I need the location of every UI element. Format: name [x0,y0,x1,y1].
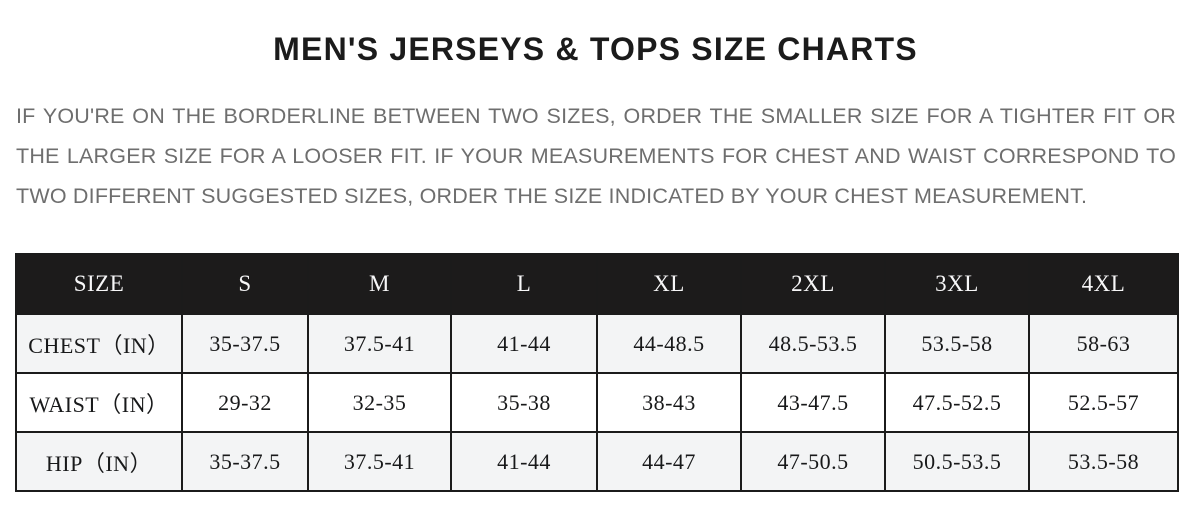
size-chart-table: SIZE S M L XL 2XL 3XL 4XL CHEST（IN） 35-3… [15,253,1179,492]
cell-hip-2xl: 47-50.5 [740,431,886,492]
table-header: SIZE S M L XL 2XL 3XL 4XL [15,253,1179,315]
cell-chest-2xl: 48.5-53.5 [740,313,886,374]
table-body: CHEST（IN） 35-37.5 37.5-41 41-44 44-48.5 … [15,313,1179,492]
row-label-hip: HIP（IN） [15,431,183,492]
cell-waist-xl: 38-43 [596,372,742,433]
cell-waist-4xl: 52.5-57 [1028,372,1179,433]
cell-waist-2xl: 43-47.5 [740,372,886,433]
table-row: HIP（IN） 35-37.5 37.5-41 41-44 44-47 47-5… [15,431,1179,492]
cell-waist-s: 29-32 [181,372,309,433]
table-header-row: SIZE S M L XL 2XL 3XL 4XL [15,253,1179,315]
column-header-2xl: 2XL [740,253,886,315]
cell-waist-3xl: 47.5-52.5 [884,372,1030,433]
cell-hip-l: 41-44 [450,431,598,492]
cell-chest-3xl: 53.5-58 [884,313,1030,374]
cell-chest-4xl: 58-63 [1028,313,1179,374]
cell-chest-s: 35-37.5 [181,313,309,374]
table-row: WAIST（IN） 29-32 32-35 35-38 38-43 43-47.… [15,372,1179,433]
column-header-xl: XL [596,253,742,315]
column-header-l: L [450,253,598,315]
size-table-container: SIZE S M L XL 2XL 3XL 4XL CHEST（IN） 35-3… [15,253,1179,492]
column-header-4xl: 4XL [1028,253,1179,315]
cell-waist-m: 32-35 [307,372,452,433]
column-header-3xl: 3XL [884,253,1030,315]
column-header-m: M [307,253,452,315]
row-label-chest: CHEST（IN） [15,313,183,374]
cell-chest-m: 37.5-41 [307,313,452,374]
cell-hip-xl: 44-47 [596,431,742,492]
cell-hip-4xl: 53.5-58 [1028,431,1179,492]
page-title: MEN'S JERSEYS & TOPS SIZE CHARTS [273,31,918,67]
cell-hip-m: 37.5-41 [307,431,452,492]
cell-chest-xl: 44-48.5 [596,313,742,374]
sizing-instructions: IF YOU'RE ON THE BORDERLINE BETWEEN TWO … [16,104,1176,208]
cell-chest-l: 41-44 [450,313,598,374]
row-label-waist: WAIST（IN） [15,372,183,433]
cell-hip-s: 35-37.5 [181,431,309,492]
table-row: CHEST（IN） 35-37.5 37.5-41 41-44 44-48.5 … [15,313,1179,374]
cell-waist-l: 35-38 [450,372,598,433]
column-header-size: SIZE [15,253,183,315]
column-header-s: S [181,253,309,315]
cell-hip-3xl: 50.5-53.5 [884,431,1030,492]
